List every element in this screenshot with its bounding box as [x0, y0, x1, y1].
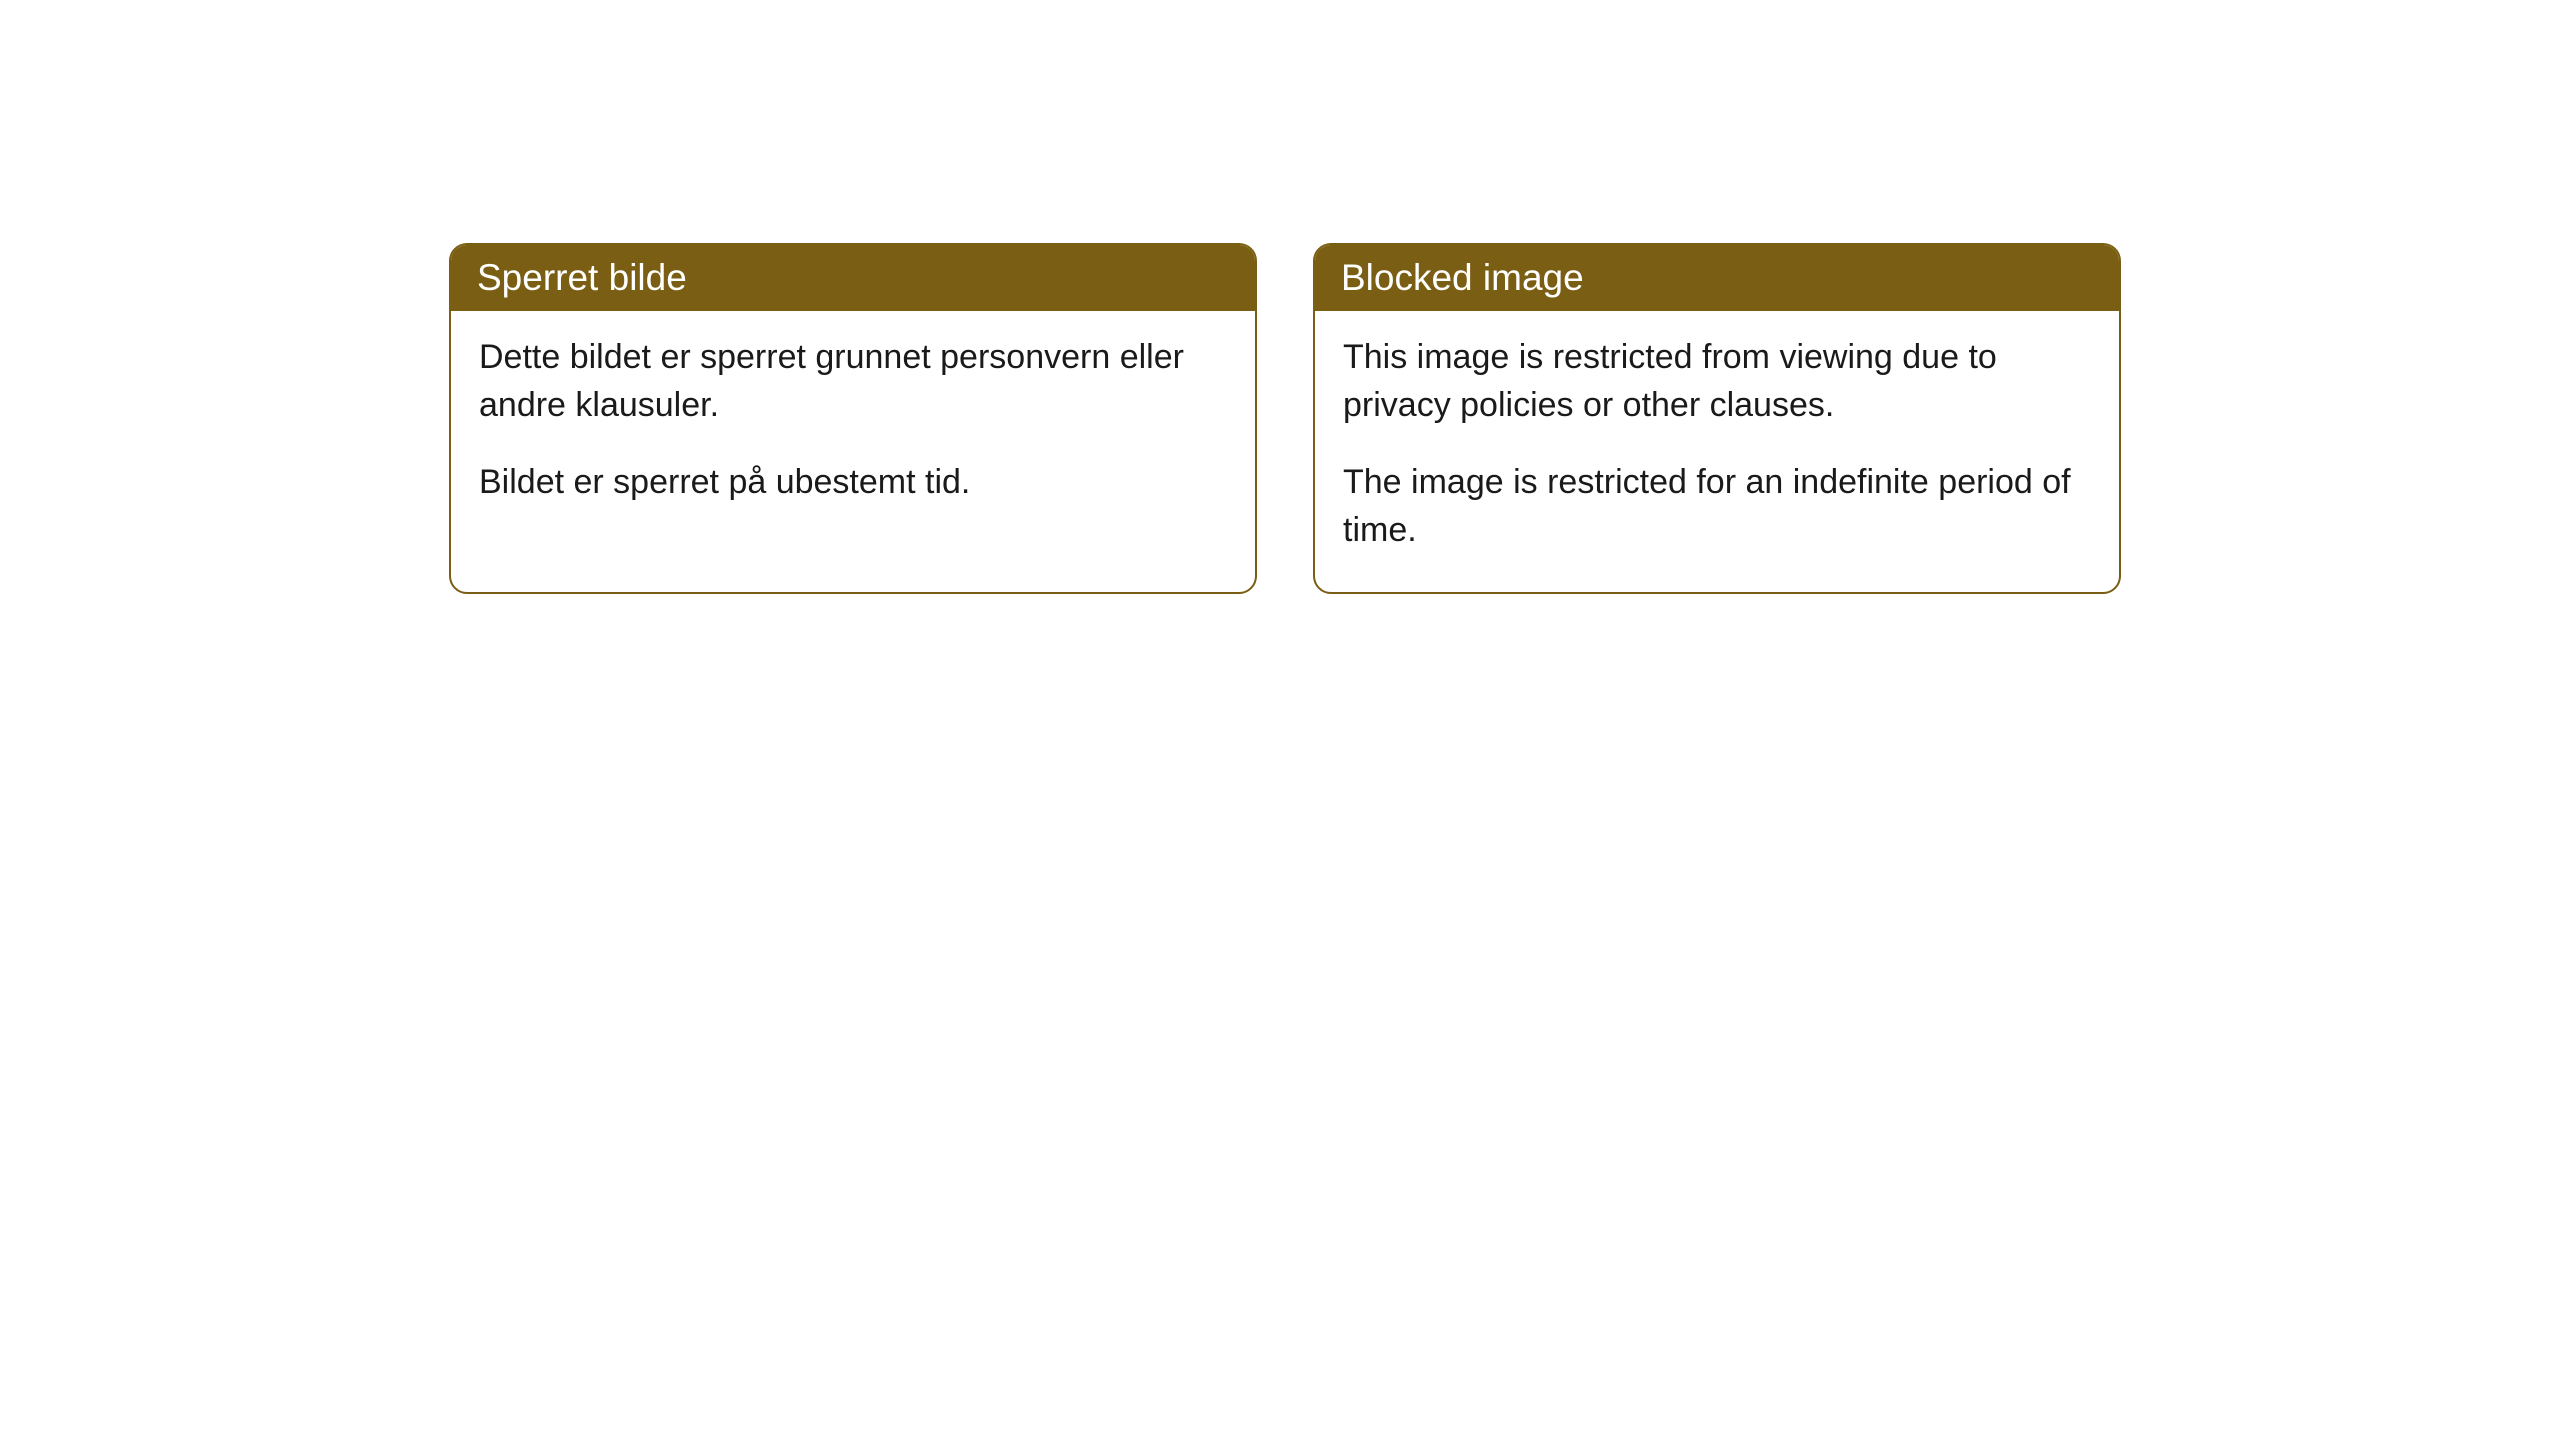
card-header: Sperret bilde — [451, 245, 1255, 311]
card-title: Blocked image — [1341, 257, 1584, 298]
card-paragraph: This image is restricted from viewing du… — [1343, 333, 2091, 430]
card-body: Dette bildet er sperret grunnet personve… — [451, 311, 1255, 544]
card-body: This image is restricted from viewing du… — [1315, 311, 2119, 592]
blocked-image-card-norwegian: Sperret bilde Dette bildet er sperret gr… — [449, 243, 1257, 594]
card-title: Sperret bilde — [477, 257, 687, 298]
blocked-image-card-english: Blocked image This image is restricted f… — [1313, 243, 2121, 594]
card-paragraph: The image is restricted for an indefinit… — [1343, 458, 2091, 555]
cards-container: Sperret bilde Dette bildet er sperret gr… — [0, 0, 2560, 594]
card-paragraph: Dette bildet er sperret grunnet personve… — [479, 333, 1227, 430]
card-paragraph: Bildet er sperret på ubestemt tid. — [479, 458, 1227, 506]
card-header: Blocked image — [1315, 245, 2119, 311]
